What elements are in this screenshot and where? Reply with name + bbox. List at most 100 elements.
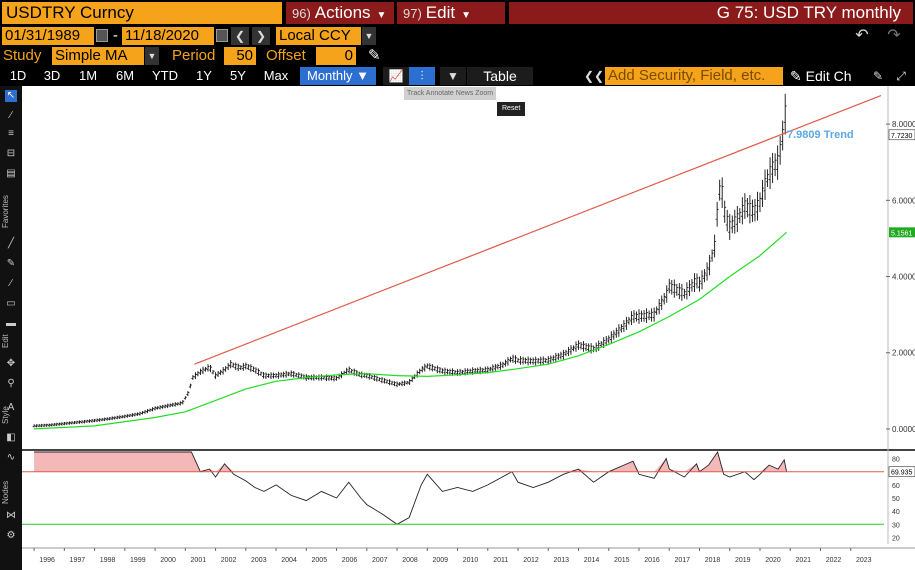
- x-tick-label: 2015: [614, 557, 630, 564]
- expand-icon[interactable]: ⤢: [890, 67, 912, 85]
- x-tick-label: 2000: [160, 557, 176, 564]
- rectangle-tool-icon[interactable]: ▭: [6, 298, 16, 309]
- moving-average-line: [34, 231, 787, 430]
- ray-tool-icon[interactable]: ╱: [7, 238, 15, 249]
- cursor-icon[interactable]: ↖: [5, 90, 17, 102]
- brush-tool-icon[interactable]: ∕: [10, 278, 12, 289]
- text-tool-icon[interactable]: A: [7, 402, 15, 413]
- chevron-down-icon: ▼: [356, 68, 370, 83]
- x-tick-label: 1999: [130, 557, 146, 564]
- style-label: Style: [1, 406, 10, 424]
- redo-icon[interactable]: ↷: [887, 27, 901, 44]
- rsi-line: [34, 450, 788, 525]
- chevron-down-icon[interactable]: ▼: [440, 67, 466, 85]
- trend-line[interactable]: [194, 94, 882, 365]
- price-chart[interactable]: 7.9809 Trend 8.0000 6.0000 4.0000 2.0000 0.0…: [22, 86, 915, 570]
- chevron-down-icon[interactable]: ▼: [145, 47, 159, 65]
- frequency-select[interactable]: Monthly ▼: [300, 67, 376, 85]
- security-ticker[interactable]: USDTRY Curncy: [2, 2, 282, 24]
- frequency-label: Monthly: [306, 68, 353, 83]
- pen-tool-icon[interactable]: ✎: [6, 258, 16, 269]
- edit-label: Edit: [425, 3, 456, 22]
- chevron-right-icon[interactable]: ❯: [252, 27, 270, 45]
- edit-icon[interactable]: ✎: [868, 67, 888, 85]
- x-tick-label: 2018: [705, 557, 721, 564]
- period-input[interactable]: 50: [224, 47, 256, 65]
- header-bar: USDTRY Curncy 96) Actions ▼ 97) Edit ▼ G 75:…: [0, 0, 915, 26]
- study-label: Study: [3, 47, 42, 64]
- add-security-input[interactable]: Add Security, Field, etc.: [605, 67, 783, 85]
- timeframe-3d[interactable]: 3D: [43, 68, 61, 83]
- gear-icon[interactable]: ⚙: [6, 530, 16, 541]
- currency-select[interactable]: Local CCY: [276, 27, 361, 45]
- x-tick-label: 2003: [251, 557, 267, 564]
- x-tick-label: 2008: [402, 557, 418, 564]
- magnet-icon[interactable]: ⚲: [7, 378, 15, 389]
- rsi-tick-label: 60: [892, 483, 900, 490]
- end-date-input[interactable]: 11/18/2020: [122, 27, 214, 45]
- timeframe-5y[interactable]: 5Y: [230, 68, 246, 83]
- study-select[interactable]: Simple MA: [52, 47, 144, 65]
- ma-price-label: 5.1561: [891, 230, 913, 237]
- hline-tool-icon[interactable]: ⊟: [6, 148, 16, 159]
- ma-price-tag: [889, 227, 915, 238]
- x-tick-label: 2022: [826, 557, 842, 564]
- chevron-down-icon[interactable]: ▼: [362, 27, 376, 45]
- timeframe-max[interactable]: Max: [263, 68, 289, 83]
- table-button[interactable]: Table: [467, 67, 533, 85]
- timeframe-ytd[interactable]: YTD: [152, 68, 178, 83]
- rsi-tick-label: 80: [892, 457, 900, 464]
- chart-window-title: G 75: USD TRY monthly: [509, 2, 913, 24]
- edit-menu[interactable]: 97) Edit ▼: [397, 2, 505, 24]
- x-tick-label: 2009: [433, 557, 449, 564]
- eraser-tool-icon[interactable]: ▬: [6, 318, 16, 329]
- x-tick-label: 1996: [39, 557, 55, 564]
- line-chart-icon[interactable]: 📈: [383, 67, 409, 85]
- timeframe-1d[interactable]: 1D: [9, 68, 27, 83]
- rsi-tick-label: 40: [892, 509, 900, 516]
- y-tick-label: 4.0000: [892, 273, 915, 282]
- channel-tool-icon[interactable]: ≡: [8, 128, 14, 139]
- chevron-left-icon[interactable]: ❮: [231, 27, 249, 45]
- actions-menu[interactable]: 96) Actions ▼: [286, 2, 394, 24]
- edit-label: Edit: [1, 334, 10, 348]
- color-icon[interactable]: ◧: [6, 432, 16, 443]
- line-tool-icon[interactable]: ∕: [10, 110, 12, 121]
- pencil-icon[interactable]: ✎: [368, 47, 381, 64]
- actions-label: Actions: [314, 3, 371, 22]
- bar-chart-icon[interactable]: ⫶: [409, 67, 435, 85]
- calendar-icon[interactable]: [216, 29, 228, 42]
- fib-tool-icon[interactable]: ▤: [6, 168, 16, 179]
- offset-input[interactable]: 0: [316, 47, 356, 65]
- calendar-icon[interactable]: [96, 29, 108, 42]
- collapse-icon[interactable]: ❮❮: [584, 67, 605, 85]
- undo-icon[interactable]: ↶: [855, 27, 869, 44]
- rsi-value-tag: [888, 466, 915, 478]
- offset-label: Offset: [266, 47, 306, 64]
- edit-number: 97): [403, 6, 422, 21]
- x-tick-label: 2013: [553, 557, 569, 564]
- edit-chart-button[interactable]: ✎ Edit Ch: [790, 67, 868, 85]
- x-tick-label: 1998: [100, 557, 116, 564]
- reset-button[interactable]: Reset: [497, 102, 526, 116]
- x-tick-label: 2002: [221, 557, 237, 564]
- x-tick-label: 2001: [191, 557, 207, 564]
- timeframe-1m[interactable]: 1M: [78, 68, 98, 83]
- timeframe-6m[interactable]: 6M: [115, 68, 135, 83]
- chevron-down-icon: ▼: [376, 10, 387, 21]
- x-tick-label: 2010: [463, 557, 479, 564]
- rsi-tick-label: 20: [892, 535, 900, 542]
- y-tick-label: 0.0000: [892, 425, 915, 434]
- x-tick-label: 2017: [674, 557, 690, 564]
- last-price-label: 7.7230: [891, 133, 913, 140]
- chart-panel[interactable]: 7.9809 Trend 8.0000 6.0000 4.0000 2.0000 0.0…: [22, 86, 915, 570]
- node-icon[interactable]: ⋈: [6, 510, 16, 521]
- start-date-input[interactable]: 01/31/1989: [2, 27, 94, 45]
- last-price-tag: [888, 129, 915, 141]
- trend-label: 7.9809 Trend: [787, 129, 854, 141]
- x-axis-background: [22, 546, 915, 570]
- chart-mini-toolbar[interactable]: Track Annotate News Zoom: [404, 87, 497, 100]
- timeframe-1y[interactable]: 1Y: [196, 68, 212, 83]
- move-icon[interactable]: ✥: [6, 358, 16, 369]
- wave-icon[interactable]: ∿: [6, 452, 16, 463]
